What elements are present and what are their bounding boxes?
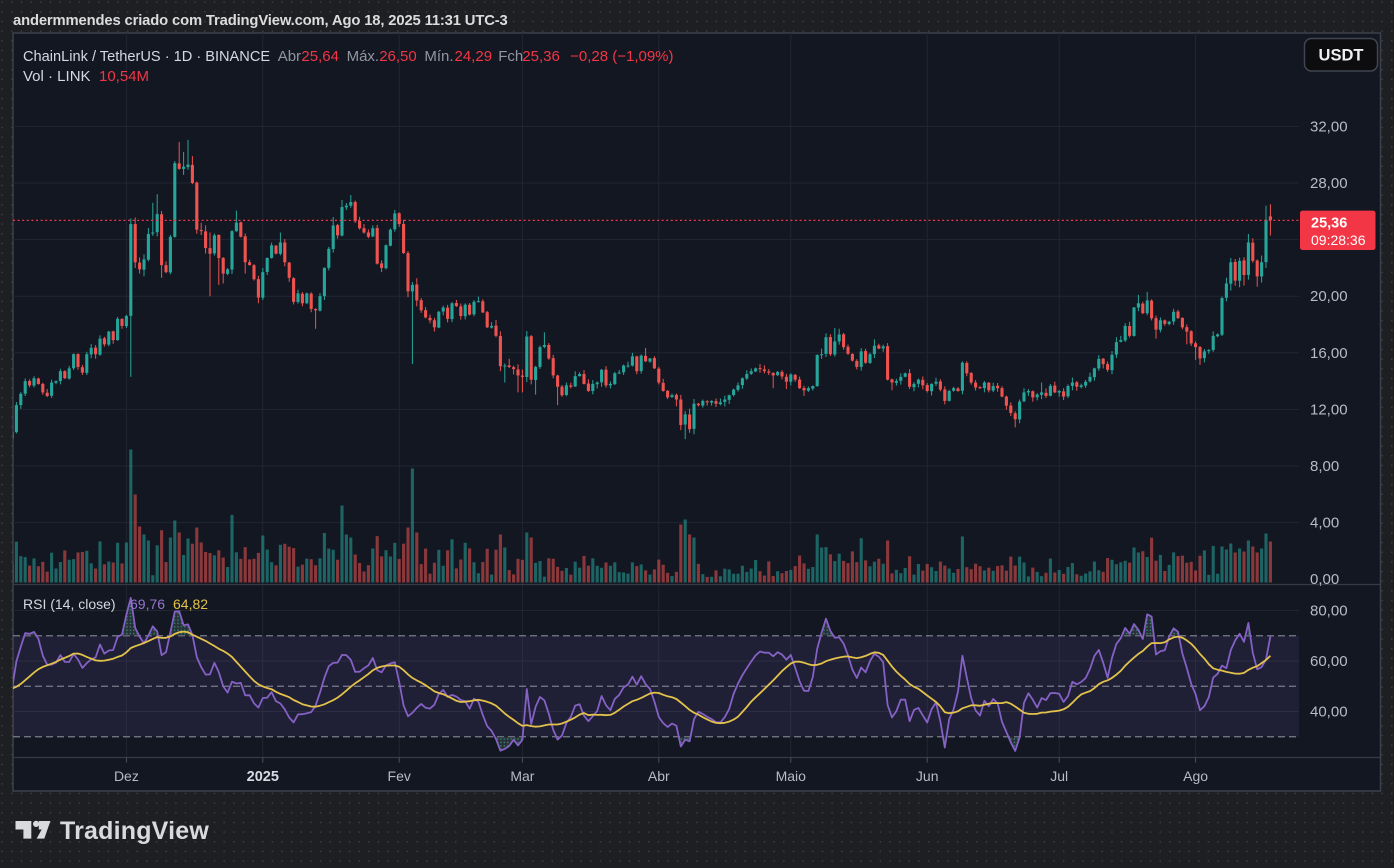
svg-text:andermmendes criado com Tradin: andermmendes criado com TradingView.com,… bbox=[13, 13, 508, 29]
svg-text:Jul: Jul bbox=[1050, 768, 1068, 784]
svg-text:12,00: 12,00 bbox=[1310, 401, 1348, 418]
svg-text:USDT: USDT bbox=[1319, 47, 1364, 65]
svg-text:ChainLink / TetherUS · 1D · BI: ChainLink / TetherUS · 1D · BINANCE bbox=[23, 49, 270, 65]
svg-text:4,00: 4,00 bbox=[1310, 515, 1339, 532]
svg-text:Máx.: Máx. bbox=[347, 48, 380, 65]
svg-text:80,00: 80,00 bbox=[1310, 603, 1348, 620]
svg-text:Fev: Fev bbox=[388, 768, 411, 784]
svg-text:25,64: 25,64 bbox=[301, 48, 339, 65]
svg-text:16,00: 16,00 bbox=[1310, 345, 1348, 362]
svg-text:32,00: 32,00 bbox=[1310, 118, 1348, 135]
svg-text:25,36: 25,36 bbox=[1311, 216, 1347, 232]
svg-text:40,00: 40,00 bbox=[1310, 704, 1348, 721]
svg-text:2025: 2025 bbox=[247, 769, 279, 785]
svg-text:Mín.: Mín. bbox=[424, 48, 453, 65]
svg-text:Abr: Abr bbox=[648, 768, 670, 784]
svg-text:Fch: Fch bbox=[498, 48, 523, 65]
svg-text:Abr: Abr bbox=[278, 48, 301, 65]
svg-text:09:28:36: 09:28:36 bbox=[1311, 232, 1366, 248]
svg-text:Jun: Jun bbox=[916, 768, 939, 784]
svg-text:Ago: Ago bbox=[1183, 768, 1208, 784]
svg-text:Vol · LINK: Vol · LINK bbox=[23, 68, 91, 85]
svg-text:24,29: 24,29 bbox=[455, 48, 493, 65]
svg-text:69,76: 69,76 bbox=[130, 596, 165, 612]
svg-text:28,00: 28,00 bbox=[1310, 175, 1348, 192]
svg-text:64,82: 64,82 bbox=[173, 596, 208, 612]
svg-text:−0,28 (−1,09%): −0,28 (−1,09%) bbox=[570, 48, 673, 65]
svg-text:RSI (14, close): RSI (14, close) bbox=[23, 596, 116, 612]
svg-text:8,00: 8,00 bbox=[1310, 458, 1339, 475]
svg-text:60,00: 60,00 bbox=[1310, 653, 1348, 670]
svg-text:Mar: Mar bbox=[510, 768, 534, 784]
svg-text:20,00: 20,00 bbox=[1310, 288, 1348, 305]
svg-text:0,00: 0,00 bbox=[1310, 571, 1339, 588]
svg-text:Dez: Dez bbox=[114, 768, 139, 784]
svg-text:Maio: Maio bbox=[776, 768, 807, 784]
svg-text:TradingView: TradingView bbox=[60, 817, 209, 845]
svg-text:25,36: 25,36 bbox=[522, 48, 560, 65]
svg-text:26,50: 26,50 bbox=[379, 48, 417, 65]
svg-text:10,54M: 10,54M bbox=[99, 68, 149, 85]
